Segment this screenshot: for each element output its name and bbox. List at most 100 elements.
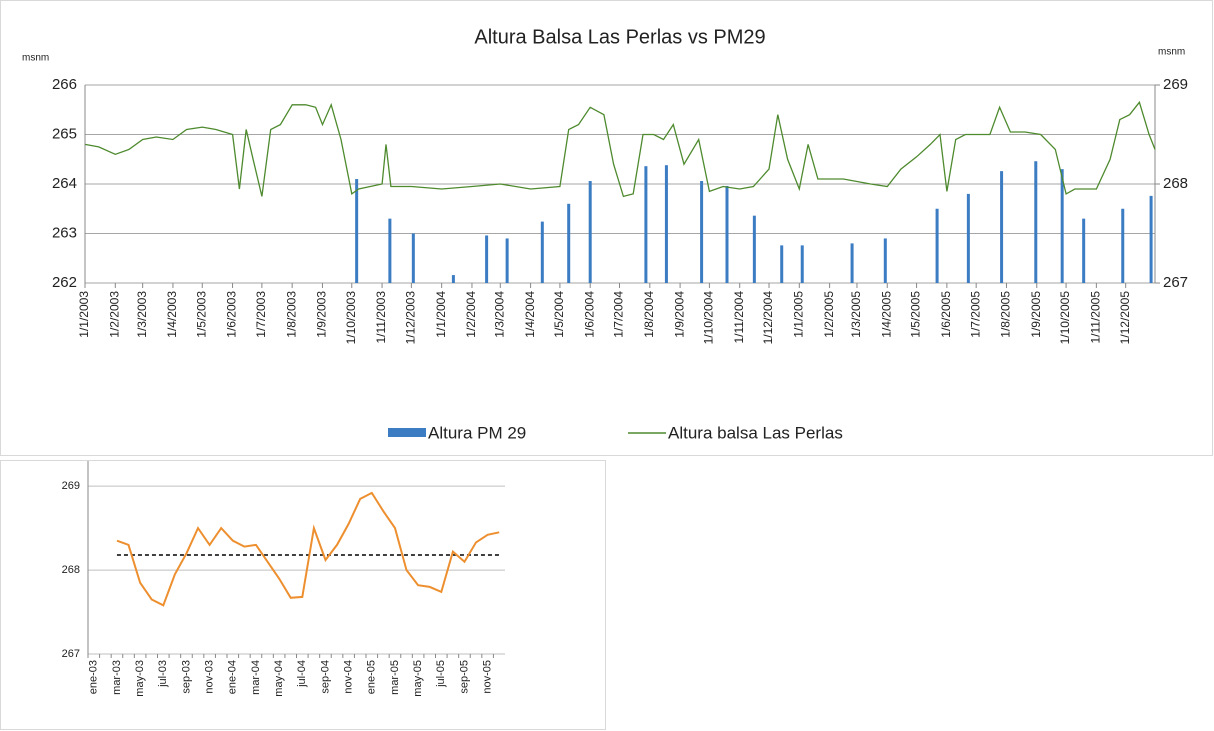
x-tick-label: sep-04 bbox=[319, 660, 331, 694]
bar bbox=[644, 166, 648, 283]
x-tick-label: 1/7/2005 bbox=[968, 291, 982, 338]
x-tick-label: nov-05 bbox=[482, 660, 494, 694]
bar bbox=[664, 165, 668, 283]
x-tick-label: 1/2/2004 bbox=[464, 291, 478, 338]
bar bbox=[1000, 171, 1004, 283]
bar bbox=[752, 215, 756, 283]
bar bbox=[355, 179, 359, 283]
x-tick-label: 1/12/2003 bbox=[404, 291, 418, 345]
y-tick-label: 268 bbox=[62, 564, 80, 576]
x-tick-label: 1/10/2005 bbox=[1058, 291, 1072, 345]
x-tick-label: 1/1/2003 bbox=[77, 291, 91, 338]
x-tick-label: nov-03 bbox=[204, 660, 216, 694]
bar bbox=[1121, 208, 1125, 283]
x-tick-label: 1/9/2005 bbox=[1029, 291, 1043, 338]
x-tick-label: 1/11/2003 bbox=[374, 291, 388, 344]
legend-label: Altura balsa Las Perlas bbox=[668, 423, 843, 442]
y-tick-label: 263 bbox=[52, 224, 77, 241]
y-tick-label: 269 bbox=[62, 480, 80, 492]
x-tick-label: 1/2/2005 bbox=[822, 291, 836, 338]
x-tick-label: ene-03 bbox=[88, 660, 100, 694]
x-tick-label: may-05 bbox=[412, 660, 424, 697]
bar bbox=[411, 233, 415, 283]
x-tick-label: 1/5/2004 bbox=[552, 291, 566, 338]
y2-tick-label: 269 bbox=[1163, 76, 1188, 93]
x-tick-label: 1/3/2004 bbox=[492, 291, 506, 338]
x-tick-label: 1/11/2005 bbox=[1089, 291, 1103, 344]
bar bbox=[567, 203, 571, 283]
x-tick-label: nov-04 bbox=[343, 660, 355, 694]
x-tick-label: 1/1/2005 bbox=[791, 291, 805, 338]
bar bbox=[485, 235, 489, 283]
bar bbox=[850, 243, 854, 283]
x-tick-label: 1/5/2003 bbox=[194, 291, 208, 338]
x-tick-label: 1/9/2003 bbox=[315, 291, 329, 338]
bar bbox=[588, 181, 592, 283]
x-tick-label: 1/10/2003 bbox=[344, 291, 358, 345]
bar bbox=[1149, 195, 1153, 283]
bar bbox=[451, 275, 455, 283]
x-tick-label: sep-03 bbox=[180, 660, 192, 694]
x-tick-label: may-03 bbox=[134, 660, 146, 697]
y-tick-label: 264 bbox=[52, 175, 77, 192]
x-tick-label: mar-05 bbox=[389, 660, 401, 695]
x-tick-label: sep-05 bbox=[458, 660, 470, 694]
bar bbox=[725, 185, 729, 283]
x-tick-label: 1/6/2004 bbox=[582, 291, 596, 338]
bar bbox=[700, 181, 704, 283]
y2-tick-label: 267 bbox=[1163, 274, 1188, 291]
x-tick-label: jul-05 bbox=[435, 660, 447, 688]
chart-title: Altura Balsa Las Perlas vs PM29 bbox=[474, 26, 765, 48]
x-tick-label: 1/7/2004 bbox=[612, 291, 626, 338]
x-tick-label: 1/8/2005 bbox=[999, 291, 1013, 338]
bar bbox=[1034, 161, 1038, 283]
x-tick-label: ene-04 bbox=[227, 660, 239, 694]
bar bbox=[800, 245, 804, 283]
x-tick-label: 1/1/2004 bbox=[434, 291, 448, 338]
x-tick-label: 1/3/2003 bbox=[135, 291, 149, 338]
y2-tick-label: 268 bbox=[1163, 175, 1188, 192]
x-tick-label: 1/6/2003 bbox=[225, 291, 239, 338]
x-tick-label: ene-05 bbox=[366, 660, 378, 694]
bar bbox=[540, 221, 544, 283]
y-tick-label: 267 bbox=[62, 648, 80, 660]
x-tick-label: 1/8/2003 bbox=[284, 291, 298, 338]
x-tick-label: 1/12/2005 bbox=[1118, 291, 1132, 345]
bar bbox=[1082, 218, 1086, 283]
chart-frame bbox=[0, 0, 1213, 456]
x-tick-label: 1/4/2003 bbox=[165, 291, 179, 338]
y-tick-label: 262 bbox=[52, 274, 77, 291]
x-tick-label: 1/5/2005 bbox=[909, 291, 923, 338]
bar bbox=[780, 245, 784, 283]
x-tick-label: jul-04 bbox=[296, 660, 308, 688]
x-tick-label: 1/2/2003 bbox=[107, 291, 121, 338]
x-tick-label: 1/8/2004 bbox=[642, 291, 656, 338]
x-tick-label: 1/4/2005 bbox=[879, 291, 893, 338]
x-tick-label: 1/9/2004 bbox=[672, 291, 686, 338]
legend-label: Altura PM 29 bbox=[428, 423, 526, 442]
y-axis-label: msnm bbox=[22, 53, 49, 64]
x-tick-label: 1/11/2004 bbox=[732, 291, 746, 344]
x-tick-label: 1/12/2004 bbox=[761, 291, 775, 345]
x-tick-label: may-04 bbox=[273, 660, 285, 697]
bar bbox=[1060, 169, 1064, 283]
bar bbox=[966, 193, 970, 283]
bar bbox=[505, 238, 509, 283]
bar bbox=[883, 238, 887, 283]
legend-swatch bbox=[388, 428, 426, 437]
bar bbox=[388, 218, 392, 283]
x-tick-label: 1/6/2005 bbox=[939, 291, 953, 338]
line-series bbox=[84, 100, 1156, 198]
x-tick-label: jul-03 bbox=[157, 660, 169, 688]
x-tick-label: mar-03 bbox=[111, 660, 123, 695]
bar bbox=[935, 208, 939, 283]
y-tick-label: 265 bbox=[52, 125, 77, 142]
x-tick-label: 1/4/2004 bbox=[523, 291, 537, 338]
x-tick-label: 1/10/2004 bbox=[702, 291, 716, 345]
x-tick-label: mar-04 bbox=[250, 660, 262, 695]
y-tick-label: 266 bbox=[52, 76, 77, 93]
y2-axis-label: msnm bbox=[1158, 47, 1185, 58]
x-tick-label: 1/3/2005 bbox=[849, 291, 863, 338]
line-series bbox=[116, 491, 500, 607]
